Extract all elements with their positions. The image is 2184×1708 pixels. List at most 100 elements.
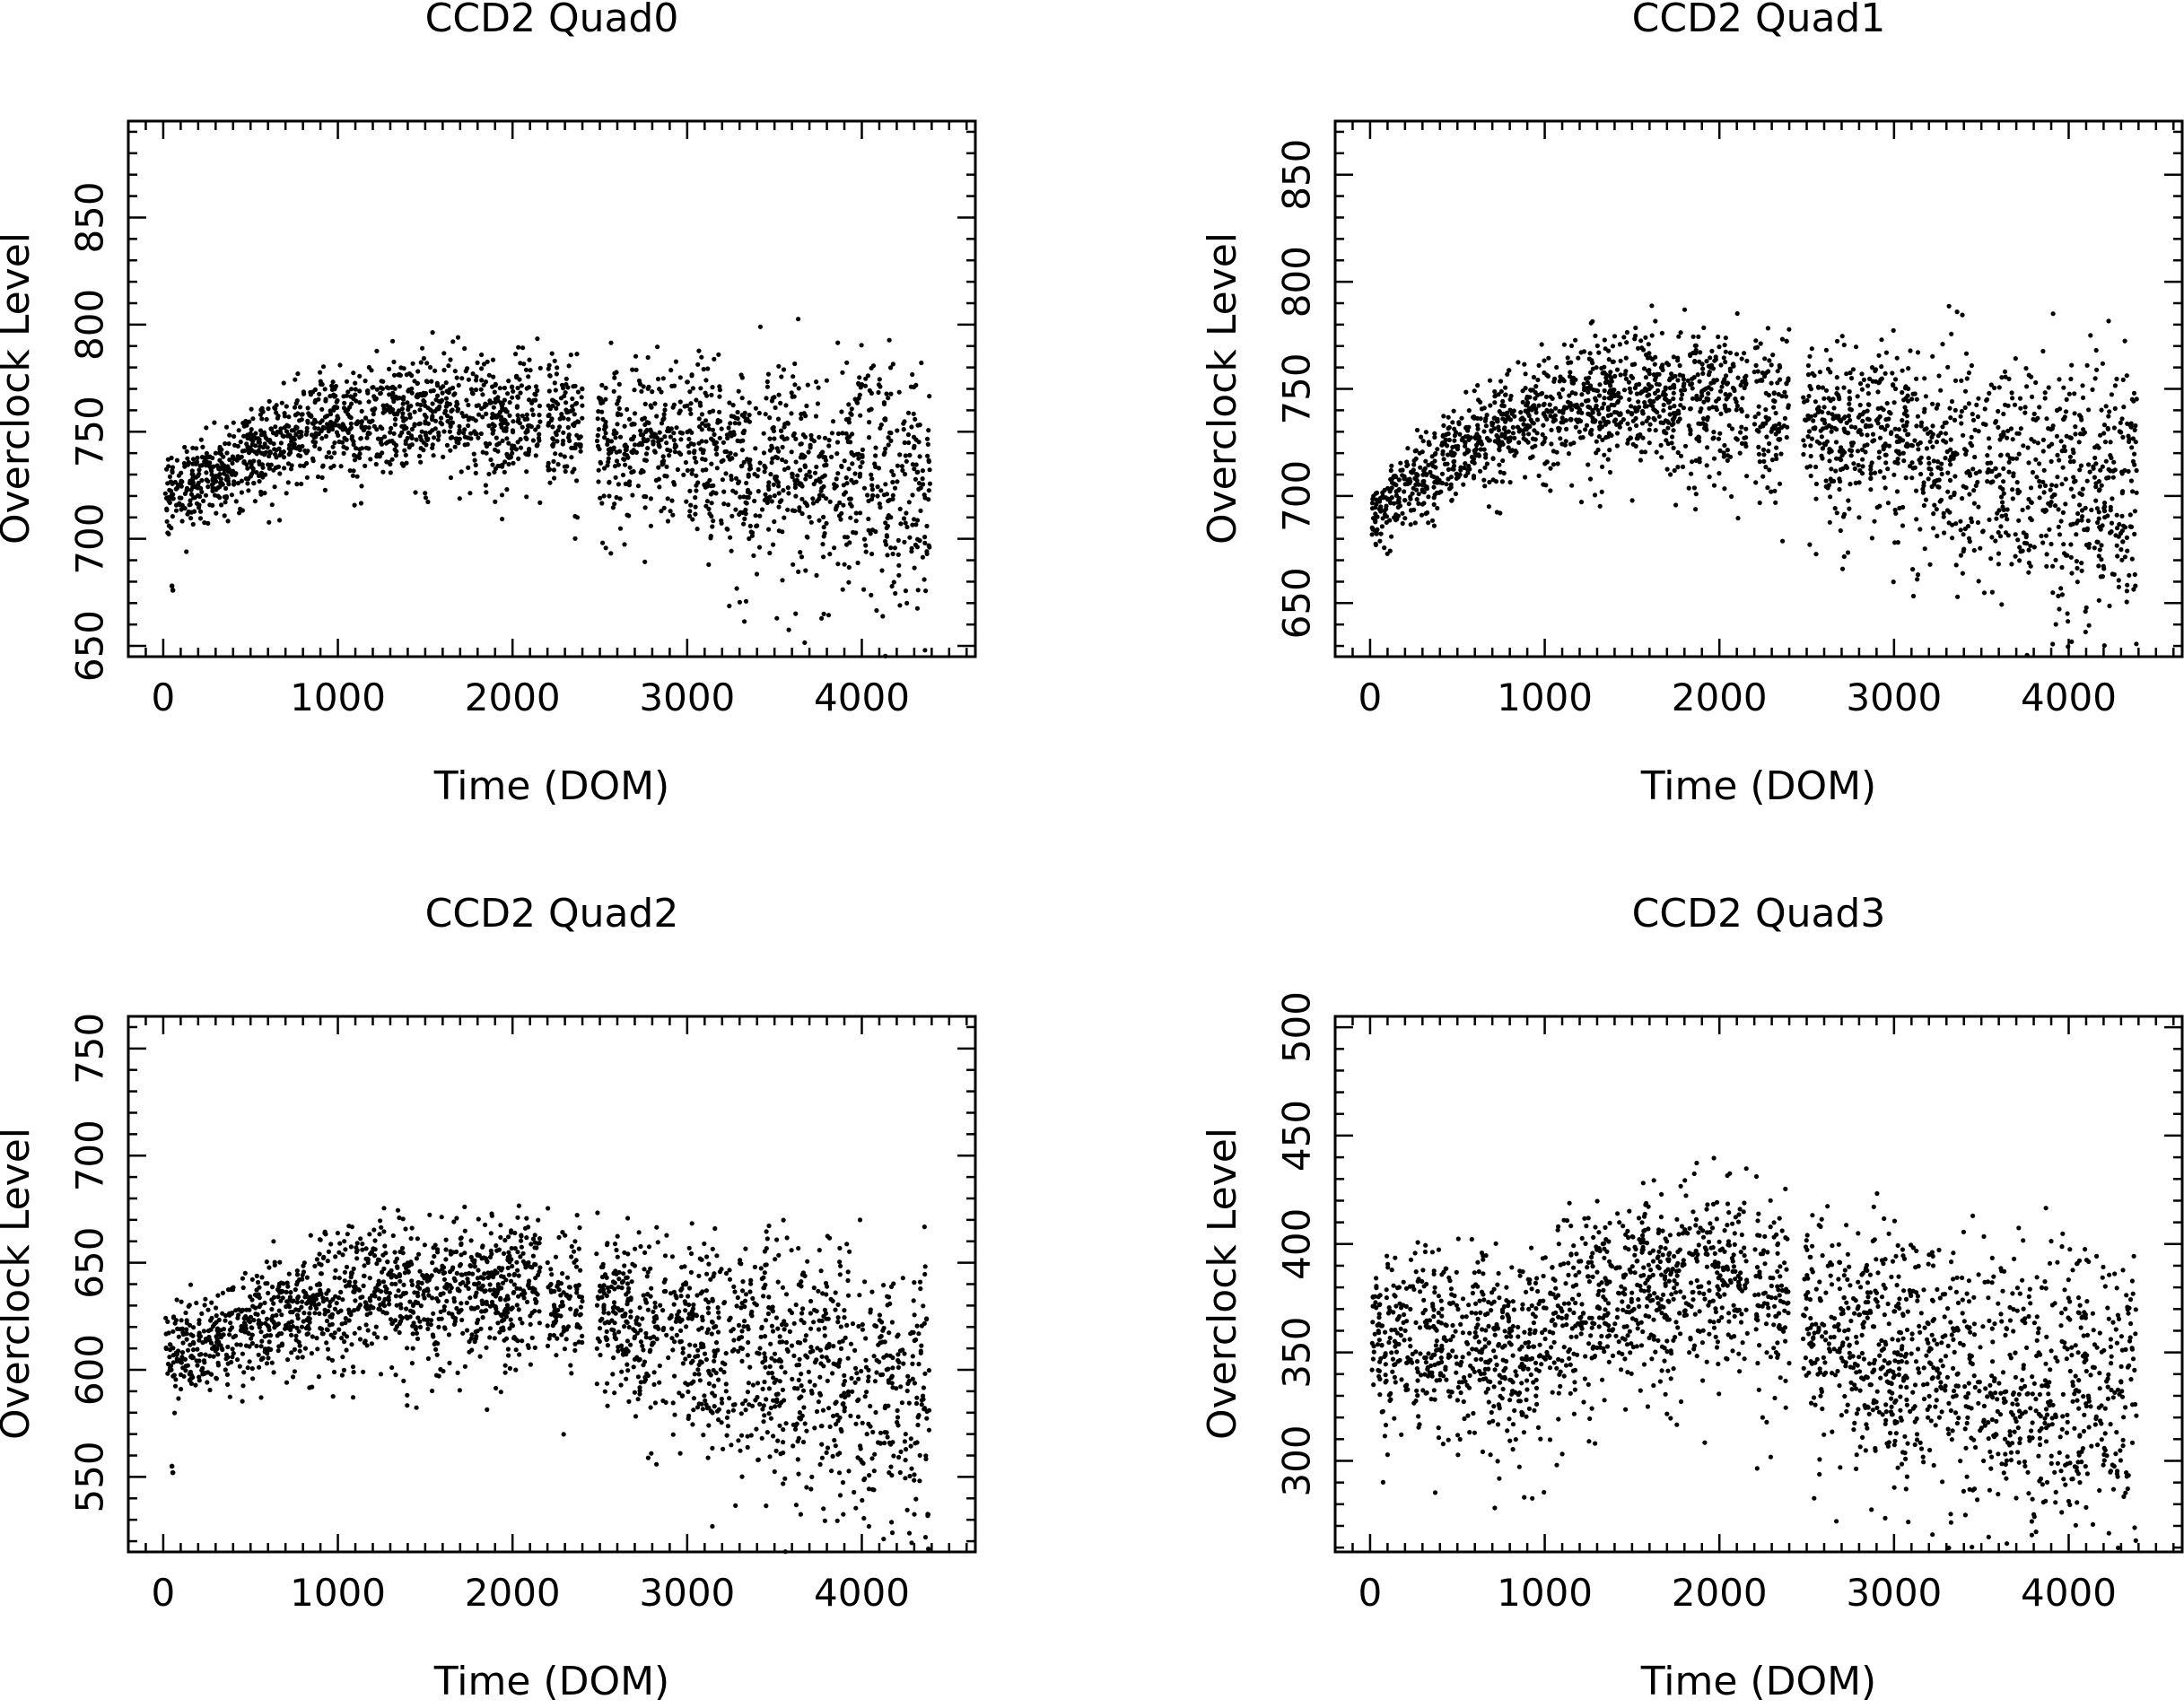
data-point (810, 496, 816, 501)
data-point (182, 506, 188, 511)
data-point (642, 415, 648, 421)
data-point (1781, 423, 1787, 429)
data-point (703, 439, 709, 444)
data-point (1653, 428, 1658, 433)
data-point (1895, 540, 1900, 545)
data-point (305, 418, 310, 423)
data-point (439, 397, 445, 403)
data-point (660, 376, 666, 381)
data-point (2107, 409, 2112, 414)
data-point (292, 405, 298, 410)
data-point (705, 366, 711, 371)
data-point (1711, 456, 1717, 461)
data-point (1478, 399, 1483, 405)
data-point (848, 440, 853, 445)
data-point (1713, 405, 1718, 410)
data-point (562, 454, 567, 459)
data-point (320, 364, 327, 370)
data-point (2093, 461, 2099, 466)
data-point (1958, 553, 1963, 558)
data-point (1669, 440, 1674, 446)
data-point (1377, 538, 1383, 544)
data-point (552, 358, 557, 363)
data-point (1440, 449, 1446, 454)
data-point (668, 368, 674, 373)
data-point (822, 435, 828, 440)
data-point (2058, 439, 2064, 444)
data-point (2046, 501, 2051, 506)
data-point (1769, 457, 1775, 463)
data-point (1457, 472, 1463, 477)
data-point (575, 389, 581, 395)
data-point (835, 471, 841, 476)
data-point (1868, 471, 1874, 476)
data-point (807, 514, 812, 519)
data-point (334, 430, 339, 435)
data-point (443, 396, 450, 401)
data-point (2022, 405, 2028, 410)
data-point (890, 551, 895, 557)
data-point (2040, 540, 2046, 545)
data-point (2085, 518, 2091, 524)
data-point (1452, 458, 1457, 464)
data-point (753, 446, 758, 451)
data-point (2017, 545, 2022, 550)
data-point (2042, 390, 2048, 396)
data-point (876, 466, 882, 471)
data-point (1503, 385, 1508, 390)
data-point (602, 466, 607, 471)
data-point (703, 390, 708, 396)
data-point (1414, 487, 1420, 492)
data-point (881, 492, 887, 498)
data-point (1952, 417, 1958, 423)
data-point (1461, 482, 1466, 487)
data-point (881, 452, 887, 458)
data-point (167, 487, 172, 493)
data-point (1544, 407, 1550, 413)
data-point (1847, 506, 1852, 511)
data-point (1677, 362, 1682, 369)
data-point (1782, 415, 1787, 421)
data-point (1690, 396, 1695, 401)
data-point (1693, 458, 1699, 463)
data-point (1963, 351, 1970, 356)
data-point (1656, 394, 1662, 399)
data-point (1839, 334, 1845, 339)
data-point (520, 424, 525, 430)
data-point (642, 422, 648, 427)
data-point (1703, 386, 1708, 391)
data-point (1627, 386, 1632, 391)
data-point (1423, 510, 1428, 517)
data-point (694, 473, 699, 478)
data-point (250, 469, 256, 475)
data-point (523, 367, 529, 372)
data-point (1597, 420, 1603, 425)
data-point (1821, 441, 1827, 447)
data-point (1761, 452, 1767, 458)
data-point (1716, 396, 1722, 402)
data-point (814, 572, 819, 579)
data-point (1861, 377, 1866, 382)
data-point (916, 481, 922, 486)
data-point (1421, 478, 1427, 484)
data-point (473, 462, 478, 468)
data-point (874, 607, 879, 614)
data-point (1587, 476, 1594, 482)
data-point (1883, 350, 1889, 355)
data-point (776, 491, 782, 496)
data-point (741, 428, 747, 433)
data-point (747, 466, 753, 472)
data-point (614, 494, 619, 501)
data-point (703, 423, 709, 429)
data-point (748, 529, 754, 535)
data-point (1374, 530, 1379, 536)
data-point (2037, 461, 2042, 466)
data-point (170, 492, 176, 497)
data-point (430, 428, 435, 433)
data-point (2034, 475, 2040, 480)
data-point (2077, 502, 2083, 508)
data-point (1853, 424, 1858, 431)
data-point (1528, 417, 1533, 423)
data-point (1581, 349, 1587, 354)
